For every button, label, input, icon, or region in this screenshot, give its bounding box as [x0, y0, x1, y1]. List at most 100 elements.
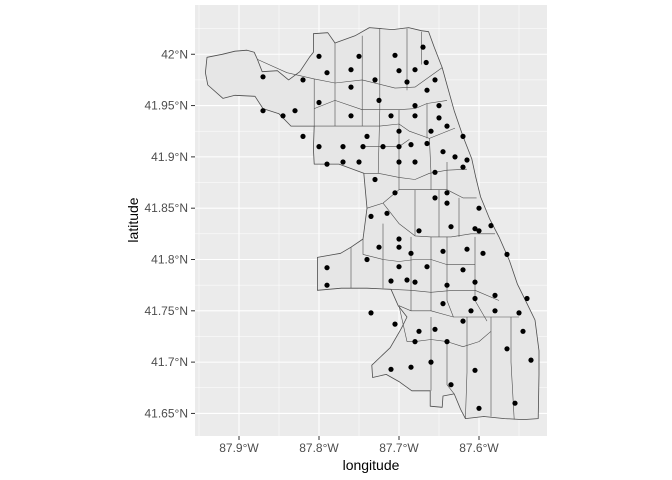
data-point: [436, 103, 442, 109]
area-border: [398, 305, 519, 318]
data-point: [356, 53, 362, 59]
y-tick-label: 41.95°N: [145, 99, 189, 113]
data-point: [428, 128, 434, 134]
data-point: [528, 357, 534, 363]
community-areas: [204, 27, 540, 421]
data-point: [416, 328, 422, 334]
data-point: [444, 339, 450, 345]
data-point: [372, 176, 378, 183]
data-point: [412, 113, 418, 119]
data-point: [472, 367, 478, 373]
data-point: [448, 224, 454, 230]
area-border: [465, 317, 468, 419]
x-axis-title: longitude: [343, 457, 400, 473]
data-point: [460, 267, 466, 273]
data-point: [464, 157, 470, 163]
data-point: [412, 279, 418, 285]
data-point: [412, 339, 418, 345]
data-point: [300, 133, 306, 139]
area-border: [398, 305, 492, 348]
data-point: [408, 364, 414, 370]
data-point: [348, 113, 354, 119]
data-point: [260, 74, 266, 80]
data-point: [324, 265, 330, 271]
data-point: [396, 68, 402, 74]
area-border: [446, 341, 455, 395]
data-point: [460, 133, 466, 139]
data-point: [300, 77, 306, 83]
data-point: [520, 328, 526, 334]
x-tick-label: 87.9°W: [219, 441, 259, 455]
data-point: [432, 169, 438, 175]
data-point: [388, 113, 394, 119]
data-point: [408, 142, 414, 148]
data-point: [348, 84, 354, 90]
data-point: [396, 128, 402, 134]
y-tick-label: 42°N: [161, 47, 188, 61]
data-point: [416, 228, 422, 234]
data-point: [316, 99, 322, 106]
data-point: [324, 70, 330, 76]
x-axis-ticks: 87.9°W 87.8°W 87.7°W 87.6°W: [219, 436, 499, 455]
data-point: [316, 144, 322, 150]
data-point: [404, 277, 410, 283]
area-border: [446, 236, 454, 318]
data-point: [340, 144, 346, 150]
data-point: [280, 113, 286, 119]
data-point: [392, 52, 398, 58]
area-border: [429, 138, 432, 190]
data-point: [504, 251, 510, 257]
data-point: [444, 190, 450, 196]
area-border: [366, 189, 477, 209]
data-point: [360, 144, 366, 150]
data-point: [376, 244, 382, 250]
x-tick-label: 87.7°W: [379, 441, 419, 455]
y-tick-label: 41.8°N: [151, 252, 188, 266]
data-point: [428, 359, 434, 365]
data-point: [324, 282, 330, 288]
data-point: [472, 279, 478, 285]
data-point: [440, 248, 446, 254]
data-point: [396, 144, 402, 150]
y-axis-title: latitude: [125, 197, 141, 242]
data-point: [432, 77, 438, 83]
data-point: [440, 149, 446, 155]
data-point: [388, 366, 394, 372]
data-point: [392, 190, 398, 196]
data-point: [452, 154, 458, 160]
data-point: [396, 159, 402, 165]
data-point: [260, 108, 266, 114]
data-point: [492, 308, 498, 314]
data-point: [396, 244, 402, 250]
data-point: [392, 321, 398, 327]
data-point: [423, 59, 429, 66]
data-point: [340, 159, 346, 165]
x-tick-label: 87.6°W: [459, 441, 499, 455]
data-point: [364, 256, 370, 263]
data-point: [444, 282, 450, 288]
data-point: [372, 77, 378, 83]
x-tick-label: 87.8°W: [299, 441, 339, 455]
data-point: [368, 310, 374, 316]
data-point: [388, 278, 394, 284]
y-tick-label: 41.9°N: [151, 150, 188, 164]
data-point: [460, 164, 466, 170]
data-point: [492, 292, 498, 298]
y-tick-label: 41.7°N: [151, 355, 188, 369]
data-point: [424, 140, 430, 147]
data-point: [424, 264, 430, 270]
area-border: [257, 59, 443, 89]
data-point: [384, 210, 390, 216]
data-point: [368, 213, 374, 219]
data-point: [444, 200, 450, 206]
data-point: [440, 301, 446, 307]
data-point: [412, 103, 418, 109]
data-point: [448, 382, 454, 388]
y-tick-label: 41.85°N: [145, 201, 189, 215]
y-axis-ticks: 41.65°N 41.7°N 41.75°N 41.8°N 41.85°N 41.9°N 4…: [145, 47, 195, 420]
data-point: [424, 87, 430, 93]
data-point: [408, 250, 414, 256]
data-point: [464, 246, 470, 252]
data-point: [468, 308, 474, 314]
data-point: [396, 264, 402, 270]
